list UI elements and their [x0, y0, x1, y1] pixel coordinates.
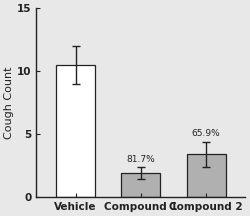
Y-axis label: Cough Count: Cough Count: [4, 66, 14, 139]
Bar: [56, 65, 95, 197]
Text: 81.7%: 81.7%: [126, 155, 155, 164]
Bar: [186, 154, 226, 197]
Bar: [121, 173, 160, 197]
Text: 65.9%: 65.9%: [192, 129, 220, 138]
